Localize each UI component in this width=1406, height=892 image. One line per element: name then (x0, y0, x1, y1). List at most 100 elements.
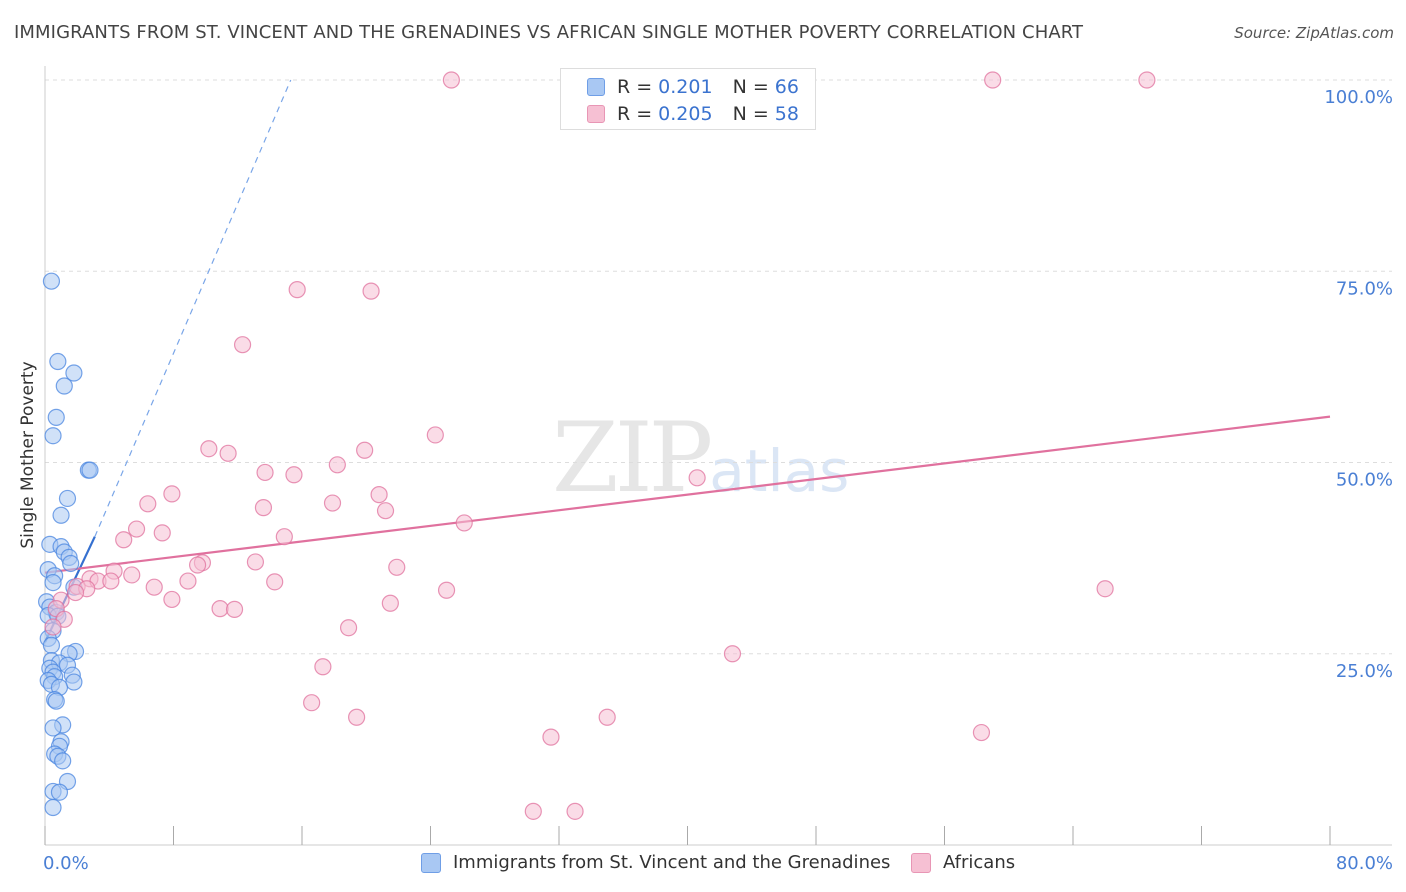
data-point-blue (44, 574, 62, 592)
data-point-pink (285, 466, 303, 484)
legend-swatch-blue (587, 78, 605, 96)
chart-source: Source: ZipAtlas.com (1234, 24, 1394, 42)
data-point-blue (81, 461, 99, 479)
y-tick-label: 75.0% (1336, 278, 1393, 299)
data-point-pink (256, 463, 274, 482)
data-point-pink (455, 514, 473, 532)
x-tick-label-min: 0.0% (43, 853, 89, 874)
bottom-legend: Immigrants from St. Vincent and the Gren… (0, 852, 1406, 876)
data-point-blue (44, 798, 62, 817)
grid-layer (45, 79, 1392, 655)
data-point-blue (44, 719, 62, 737)
legend-r-label: R = (617, 103, 653, 125)
data-point-pink (115, 531, 133, 549)
data-point-pink (370, 486, 388, 504)
data-point-blue (55, 377, 73, 395)
data-point-blue (47, 692, 65, 710)
bottom-legend-swatch-blue (421, 852, 441, 873)
data-point-pink (188, 556, 207, 574)
data-point-pink (200, 440, 218, 458)
data-point-pink (328, 456, 346, 474)
legend-row-africans: R = 0.205 N = 58 (587, 101, 799, 127)
legend-n-label: N = (732, 76, 769, 98)
bottom-legend-label-africans: Africans (943, 852, 1016, 873)
data-point-pink (426, 426, 444, 444)
data-point-blue (54, 752, 72, 770)
data-point-pink (275, 528, 293, 546)
legend-swatch-pink (587, 105, 605, 123)
trendline-pink (44, 415, 1331, 574)
data-point-pink (266, 573, 284, 591)
data-point-pink (254, 499, 273, 517)
bottom-legend-immigrants: Immigrants from St. Vincent and the Gren… (421, 852, 890, 873)
data-point-pink (972, 723, 991, 742)
data-point-pink (179, 572, 197, 590)
data-point-pink (688, 469, 706, 487)
data-point-pink (246, 553, 265, 571)
data-point-blue (47, 408, 65, 426)
data-point-pink (339, 619, 358, 637)
data-point-pink (44, 618, 62, 636)
data-point-pink (163, 590, 181, 609)
data-point-pink (437, 581, 456, 599)
data-point-pink (348, 708, 366, 726)
data-point-pink (127, 520, 146, 538)
y-tick-label: 100.0% (1324, 87, 1393, 108)
data-point-blue (62, 554, 80, 573)
axis-layer (44, 66, 1392, 846)
data-point-pink (139, 495, 157, 513)
legend: R = 0.201 N = 66 R = 0.205 N = 58 (560, 68, 816, 130)
data-point-pink (524, 802, 542, 820)
data-point-pink (219, 444, 237, 462)
data-point-pink (102, 572, 120, 590)
data-point-pink (163, 485, 181, 503)
data-point-pink (598, 708, 616, 726)
data-point-pink (233, 336, 252, 354)
legend-n-value: 58 (774, 103, 799, 125)
data-point-pink (1138, 71, 1156, 89)
trend-layer (44, 79, 1331, 643)
data-point-pink (211, 600, 229, 618)
data-point-pink (723, 645, 742, 663)
data-point-pink (362, 282, 380, 300)
data-point-pink (145, 578, 163, 596)
data-point-pink (356, 441, 374, 459)
y-tick-label: 25.0% (1336, 661, 1393, 682)
data-point-blue (49, 352, 67, 371)
x-tick-label-max: 80.0% (1336, 853, 1393, 874)
watermark-atlas: atlas (709, 437, 850, 505)
data-point-pink (303, 694, 321, 712)
bottom-legend-swatch-pink (911, 852, 931, 873)
points-layer (38, 71, 1156, 820)
data-point-pink (381, 594, 399, 612)
data-point-blue (42, 636, 61, 654)
data-point-pink (225, 600, 244, 618)
chart-title: IMMIGRANTS FROM ST. VINCENT AND THE GREN… (14, 22, 1084, 43)
data-point-pink (376, 502, 395, 520)
legend-row-immigrants: R = 0.201 N = 66 (587, 74, 799, 100)
data-point-blue (58, 489, 77, 508)
data-point-blue (65, 364, 83, 382)
bottom-legend-label-immigrants: Immigrants from St. Vincent and the Gren… (453, 852, 891, 873)
legend-r-label: R = (617, 76, 653, 98)
data-point-pink (66, 583, 85, 602)
data-point-pink (153, 524, 171, 542)
data-point-pink (388, 558, 406, 576)
data-point-pink (123, 566, 141, 584)
data-point-pink (288, 281, 306, 299)
data-point-pink (566, 802, 584, 820)
data-point-pink (323, 494, 342, 512)
data-point-pink (442, 71, 460, 89)
y-tick-label: 50.0% (1336, 470, 1393, 491)
legend-n-value: 66 (774, 76, 799, 98)
data-point-pink (1096, 580, 1114, 598)
data-point-blue (50, 783, 69, 801)
data-point-blue (44, 427, 62, 445)
tick-label-layer: 25.0% 50.0% 75.0% 100.0% 0.0% 80.0% (43, 87, 1393, 874)
data-point-pink (542, 728, 560, 746)
data-point-blue (65, 673, 83, 691)
data-point-blue (42, 272, 61, 290)
legend-n-label: N = (732, 103, 769, 125)
legend-r-value: 0.205 (658, 103, 713, 125)
